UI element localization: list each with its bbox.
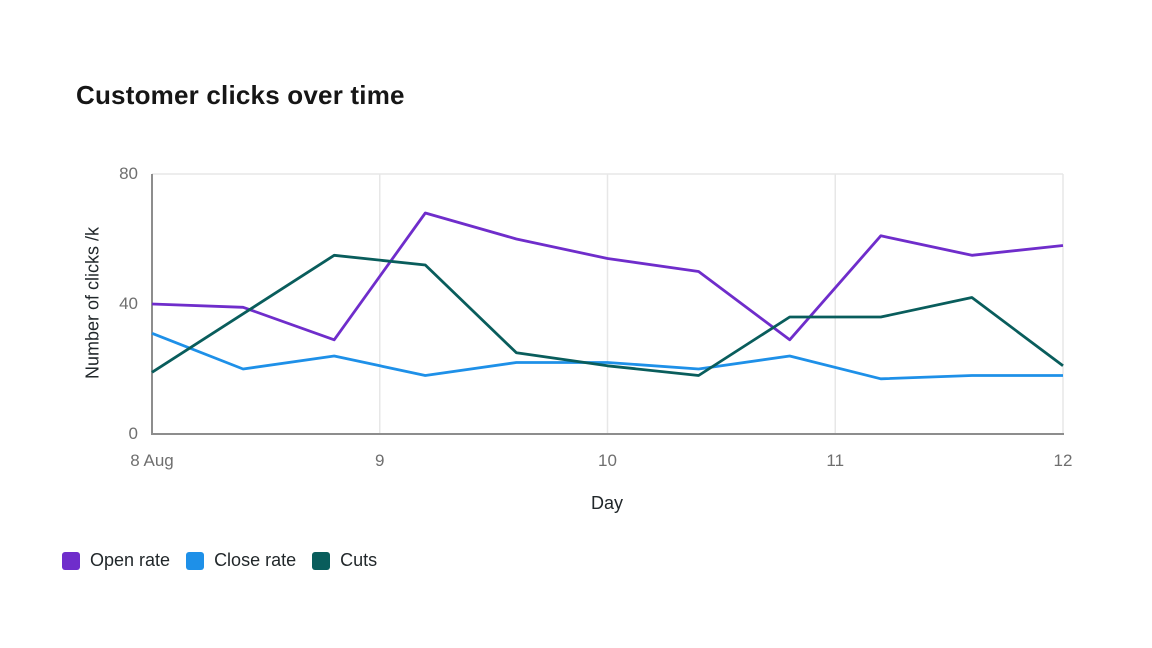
x-axis-title: Day: [590, 493, 624, 513]
x-tick-label: 8 Aug: [130, 451, 174, 470]
legend-swatch-icon: [62, 551, 80, 570]
legend-label: Close rate: [214, 550, 297, 570]
legend-label: Cuts: [340, 550, 378, 570]
x-tick-label: 12: [1053, 451, 1073, 470]
chart-title: Customer clicks over time: [76, 80, 405, 110]
x-tick-label: 11: [826, 451, 845, 470]
series-line-open-rate: [151, 211, 1064, 342]
series-line-cuts: [151, 253, 1064, 377]
y-tick-label: 40: [119, 294, 138, 313]
series-line-close-rate: [151, 331, 1063, 381]
x-tick-label: 10: [598, 451, 617, 470]
y-tick-label: 80: [119, 164, 138, 183]
legend-item-open-rate[interactable]: Open rate: [62, 550, 170, 571]
legend-swatch-icon: [312, 551, 331, 570]
x-tick-label: 9: [375, 451, 385, 470]
legend-item-close-rate[interactable]: Close rate: [186, 550, 296, 571]
legend-item-cuts[interactable]: Cuts: [312, 550, 377, 571]
legend-label: Open rate: [90, 550, 171, 570]
legend-swatch-icon: [186, 551, 205, 570]
chart-legend: Open rate Close rate Cuts: [62, 550, 377, 571]
y-tick-label: 0: [128, 424, 138, 443]
